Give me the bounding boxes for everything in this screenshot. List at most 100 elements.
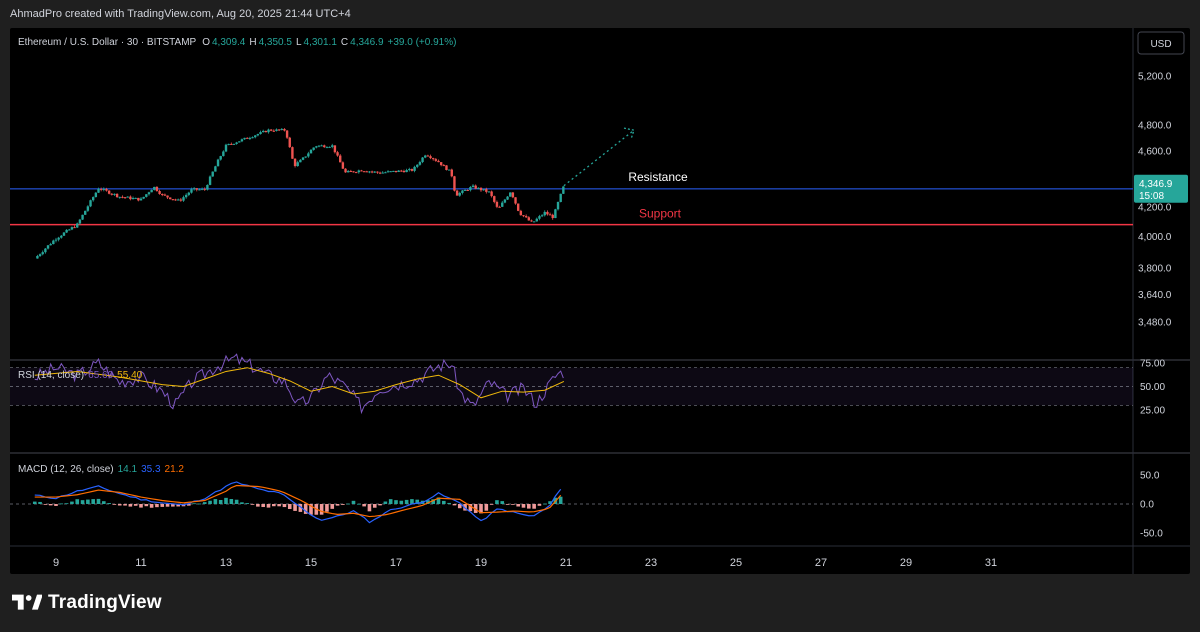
tradingview-brand: TradingView xyxy=(12,592,162,614)
macd-histogram-bar xyxy=(197,503,202,505)
macd-histogram-bar xyxy=(91,499,95,504)
macd-signal-line[interactable] xyxy=(34,484,562,518)
time-tick-label: 23 xyxy=(645,557,657,569)
candle xyxy=(368,171,371,173)
macd-line[interactable] xyxy=(34,481,562,524)
chart-attribution: AhmadPro created with TradingView.com, A… xyxy=(10,8,351,20)
candle xyxy=(487,191,491,193)
candle xyxy=(131,198,135,200)
macd-histogram-bar xyxy=(532,504,536,509)
macd-histogram-bar xyxy=(468,504,473,512)
macd-histogram-bar xyxy=(303,504,308,514)
rsi-ma-line[interactable] xyxy=(34,367,565,399)
candle xyxy=(501,202,504,207)
rsi-value: 65.69 xyxy=(88,370,113,381)
candle xyxy=(365,171,368,173)
time-tick-label: 17 xyxy=(390,557,402,569)
candle xyxy=(527,217,531,221)
chart-area[interactable]: USD5,200.04,800.04,600.04,400.04,200.04,… xyxy=(10,28,1190,574)
candle xyxy=(81,214,84,220)
ohlc-value-h: 4,350.5 xyxy=(259,37,293,48)
time-tick-label: 27 xyxy=(815,557,827,569)
candle xyxy=(41,252,44,255)
macd-histogram-bar xyxy=(388,499,393,504)
candle xyxy=(272,130,276,132)
rsi-line[interactable] xyxy=(34,353,564,415)
candle xyxy=(408,169,411,171)
macd-histogram-bar xyxy=(463,504,467,511)
macd-histogram-bar xyxy=(309,504,313,515)
candle xyxy=(110,193,113,195)
candle xyxy=(147,192,151,195)
chart-svg[interactable]: USD5,200.04,800.04,600.04,400.04,200.04,… xyxy=(10,28,1190,574)
price-tick-label: 4,000.0 xyxy=(1138,232,1172,243)
currency-label: USD xyxy=(1150,39,1171,50)
candle xyxy=(142,196,145,199)
candle xyxy=(200,188,204,190)
tradingview-logo-icon xyxy=(12,594,42,610)
candle xyxy=(113,193,116,195)
candle xyxy=(509,192,512,197)
macd-histogram-bar xyxy=(123,504,127,506)
candle xyxy=(246,137,249,139)
macd-histogram-bar xyxy=(404,499,409,504)
candle xyxy=(309,149,313,154)
candle xyxy=(54,239,58,241)
time-tick-label: 11 xyxy=(135,557,146,569)
candle xyxy=(339,155,342,163)
macd-histogram-bar xyxy=(70,501,74,504)
candle xyxy=(466,189,469,191)
ohlc-value-l: 4,301.1 xyxy=(304,37,338,48)
candle xyxy=(331,145,334,147)
candle xyxy=(429,156,432,159)
candle xyxy=(46,245,50,249)
macd-title: MACD (12, 26, close) xyxy=(18,464,114,475)
time-tick-label: 9 xyxy=(53,557,59,569)
macd-histogram-bar xyxy=(229,499,234,504)
candle xyxy=(307,153,310,157)
time-tick-label: 13 xyxy=(220,557,232,569)
rsi-tick-label: 25.00 xyxy=(1140,406,1165,417)
ohlc-value-o: 4,309.4 xyxy=(212,37,246,48)
candle xyxy=(341,162,345,169)
macd-histogram-bar xyxy=(128,504,133,507)
candle xyxy=(208,176,212,185)
candle xyxy=(94,192,98,198)
macd-histogram-bar xyxy=(325,504,329,512)
currency-button[interactable] xyxy=(1137,31,1185,55)
candle xyxy=(145,194,148,197)
candle xyxy=(485,189,488,192)
candle xyxy=(267,129,270,133)
macd-histogram-bar xyxy=(473,504,478,513)
candle xyxy=(137,197,140,201)
macd-histogram-bar xyxy=(208,500,212,504)
price-tick-label: 4,800.0 xyxy=(1138,121,1172,132)
macd-histogram-bar xyxy=(362,504,366,507)
candle xyxy=(107,190,111,194)
candle xyxy=(70,227,74,230)
candle xyxy=(323,145,326,148)
candle xyxy=(461,190,464,193)
candle xyxy=(514,197,517,204)
macd-histogram-bar xyxy=(415,499,420,504)
candle xyxy=(535,218,538,222)
candle xyxy=(102,188,106,190)
macd-histogram-bar xyxy=(319,504,324,515)
macd-histogram-bar xyxy=(282,504,287,508)
candle xyxy=(155,186,159,192)
candle xyxy=(317,145,321,147)
candle xyxy=(437,160,440,163)
candle xyxy=(203,188,206,190)
brand-name: TradingView xyxy=(48,592,162,613)
candle xyxy=(333,145,337,153)
macd-histogram-bar xyxy=(521,504,526,508)
candle xyxy=(434,159,438,161)
candle xyxy=(450,169,453,177)
candle xyxy=(190,189,193,193)
candle xyxy=(490,191,493,197)
candle xyxy=(214,166,217,172)
candle xyxy=(224,144,228,152)
candle xyxy=(283,128,286,131)
candle xyxy=(455,190,459,196)
projection-arrow[interactable] xyxy=(563,129,635,187)
